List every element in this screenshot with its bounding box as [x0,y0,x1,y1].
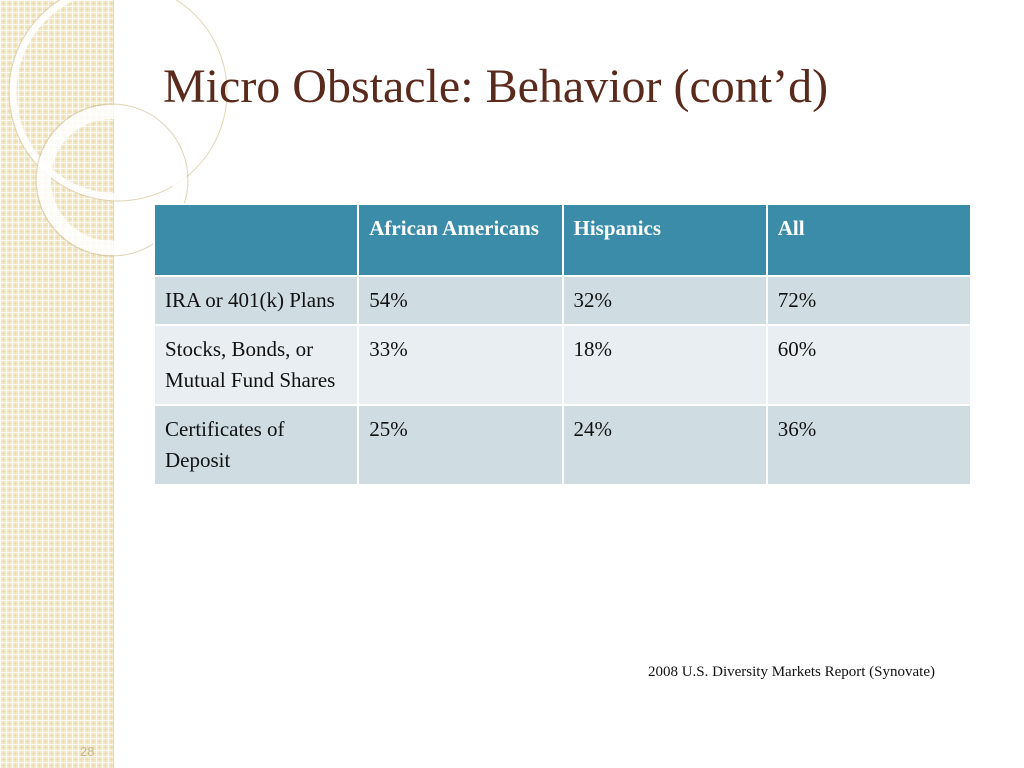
table-row: Stocks, Bonds, or Mutual Fund Shares 33%… [152,324,973,406]
table-cell: 24% [561,404,768,486]
row-label: Stocks, Bonds, or Mutual Fund Shares [152,324,360,406]
table-cell: 54% [357,275,564,326]
row-label: IRA or 401(k) Plans [152,275,360,326]
small-ring-outline [35,103,189,257]
large-ring-outline [8,0,228,202]
small-ring [37,105,187,255]
table-row: IRA or 401(k) Plans 54% 32% 72% [152,275,973,326]
table-cell: 60% [765,324,973,406]
large-ring [9,0,227,201]
source-citation: 2008 U.S. Diversity Markets Report (Syno… [647,664,935,680]
header-cell-hispanics: Hispanics [561,203,768,277]
decorative-rings [8,0,228,257]
table-cell: 18% [561,324,768,406]
decorative-side-panel [0,0,228,768]
slide-title: Micro Obstacle: Behavior (cont’d) [163,60,829,113]
table-cell: 33% [357,324,564,406]
slide-number: 28 [80,744,95,759]
table-cell: 72% [765,275,973,326]
table-row: Certificates of Deposit 25% 24% 36% [152,404,973,486]
table-cell: 32% [561,275,768,326]
header-cell-empty [152,203,360,277]
table-cell: 25% [357,404,564,486]
row-label: Certificates of Deposit [152,404,360,486]
table-cell: 36% [765,404,973,486]
table-header-row: African Americans Hispanics All [152,203,973,277]
header-cell-african-americans: African Americans [357,203,564,277]
data-table: African Americans Hispanics All IRA or 4… [152,203,973,486]
header-cell-all: All [765,203,973,277]
